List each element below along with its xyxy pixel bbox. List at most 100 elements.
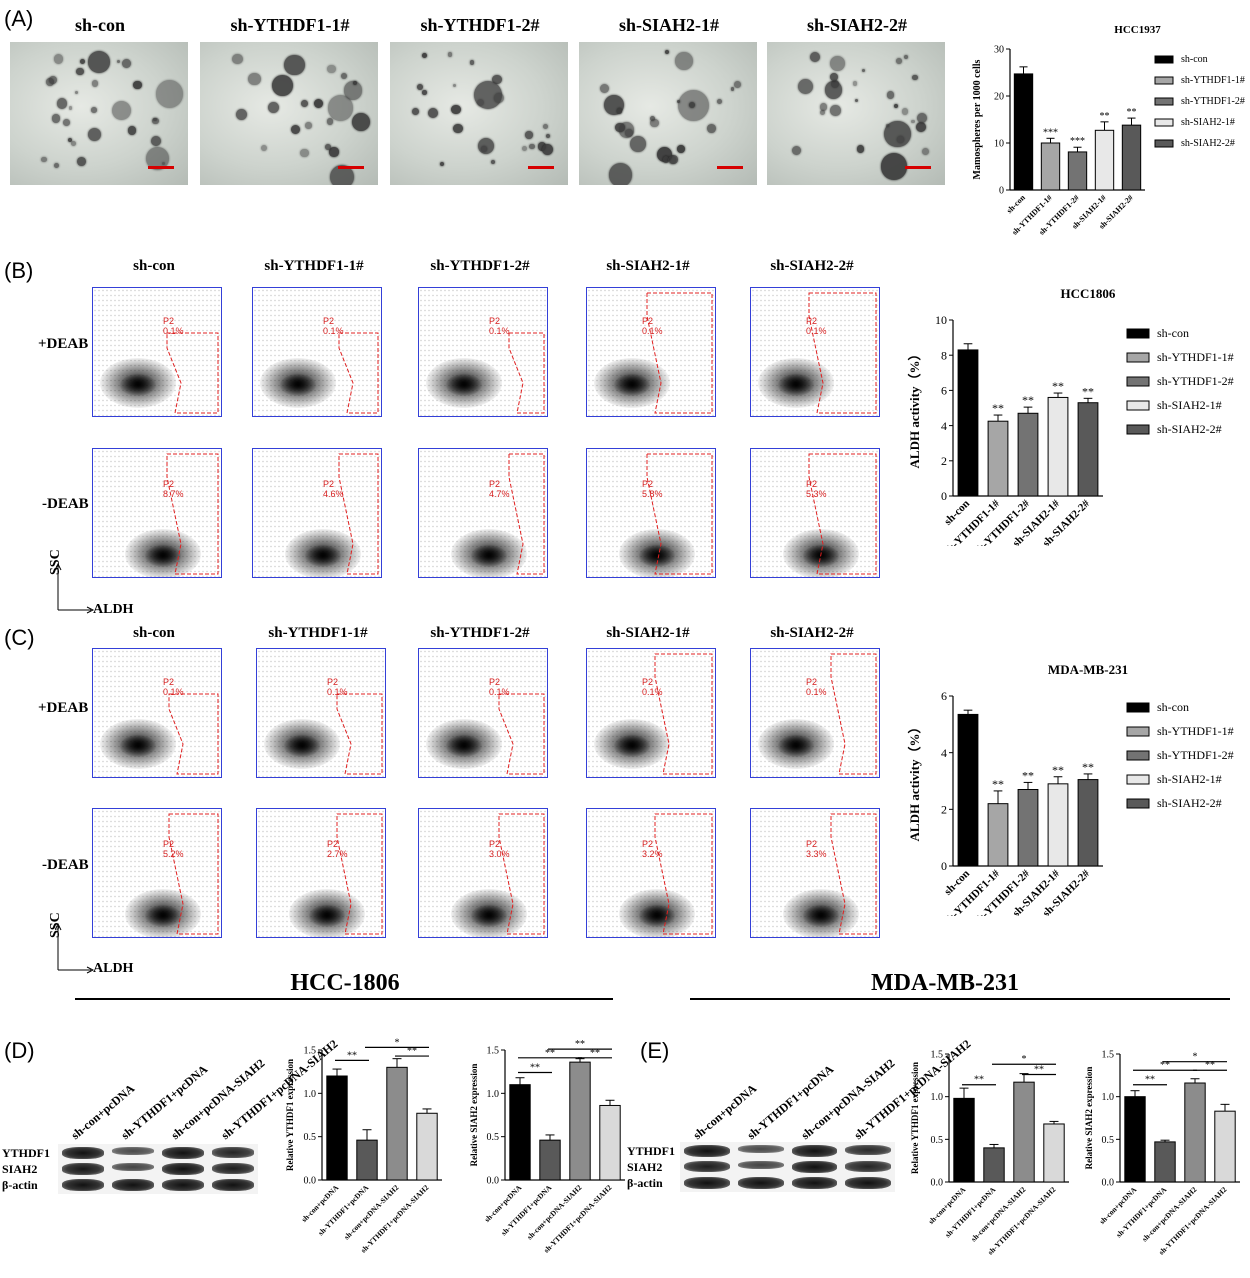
p2-gate	[336, 813, 383, 935]
event-core	[446, 374, 482, 396]
event-core	[778, 374, 814, 396]
blot-row-label: SIAH2	[2, 1162, 38, 1176]
gate-label: P2 0.1%	[806, 316, 827, 336]
sphere	[290, 124, 300, 134]
gate-percent: 0.1%	[327, 687, 348, 697]
y-tick-label: 1.5	[304, 1046, 317, 1057]
category-label: sh-con	[1005, 193, 1027, 215]
sphere	[677, 145, 685, 153]
scale-bar	[338, 166, 364, 169]
panel-b-letter: (B)	[4, 258, 34, 283]
gate-outline	[508, 453, 545, 575]
protein-band	[212, 1147, 254, 1158]
sphere	[529, 143, 536, 150]
p2-gate	[498, 813, 545, 935]
sphere	[856, 145, 865, 153]
chart-d-siah2: 0.0 0.5 1.0 1.5 Relative SIAH2 expression sh-…	[469, 1039, 625, 1255]
sphere	[630, 136, 646, 152]
flow-column-title: sh-SIAH2-1#	[606, 258, 690, 274]
p2-gate	[508, 453, 545, 575]
flow-column-title: sh-YTHDF1-2#	[430, 625, 530, 641]
flow-plot: P2 2.7%	[256, 808, 386, 938]
scale-bar	[528, 166, 554, 169]
legend-swatch	[1126, 774, 1150, 785]
sphere	[75, 91, 79, 95]
protein-band	[112, 1147, 154, 1155]
flow-plot: P2 0.1%	[586, 648, 716, 778]
bar	[1047, 783, 1069, 867]
sphere	[649, 115, 655, 121]
legend-swatch	[1126, 376, 1150, 387]
bracket-label: **	[974, 1075, 984, 1086]
significance-mark: ***	[1070, 136, 1085, 147]
legend-swatch	[1126, 352, 1150, 363]
gate-percent: 8.7%	[163, 489, 184, 499]
protein-band	[845, 1161, 891, 1172]
gate-percent: 0.1%	[323, 326, 344, 336]
sphere	[53, 54, 64, 64]
gate-label: P2 0.1%	[806, 677, 827, 697]
micrograph	[767, 42, 945, 185]
sphere	[52, 114, 61, 123]
legend-label: sh-YTHDF1-1#	[1157, 724, 1234, 738]
gate-percent: 0.1%	[642, 326, 663, 336]
image-title: sh-YTHDF1-1#	[230, 15, 350, 35]
gate-name: P2	[327, 677, 339, 687]
gate-label: P2 4.6%	[323, 479, 344, 499]
protein-band	[791, 1177, 838, 1189]
event-core	[803, 905, 839, 927]
y-tick-label: 6	[941, 384, 947, 398]
y-tick-label: 20	[994, 92, 1004, 103]
x-axis-aldh-c: ALDH	[93, 961, 134, 976]
significance-mark: **	[1052, 379, 1064, 393]
bracket-label: **	[530, 1063, 540, 1074]
gate-label: P2 0.1%	[642, 316, 663, 336]
flow-plot: P2 4.6%	[252, 448, 382, 578]
event-core	[614, 374, 650, 396]
bar	[1047, 396, 1069, 497]
gate-percent: 3.3%	[806, 849, 827, 859]
y-tick-label: 1.5	[931, 1050, 944, 1061]
p2-gate	[166, 332, 219, 414]
sphere	[422, 90, 427, 95]
micrograph	[390, 42, 568, 185]
flow-column-title: sh-YTHDF1-1#	[264, 258, 364, 274]
category-label: sh-con+pcDNA-SIAH2	[342, 1183, 400, 1241]
gate-name: P2	[806, 479, 818, 489]
bar	[1184, 1082, 1206, 1183]
blot-row-label: YTHDF1	[627, 1144, 675, 1158]
legend-label: sh-con	[1157, 326, 1189, 340]
gate-outline	[338, 453, 379, 575]
sphere	[155, 80, 184, 109]
y-tick-label: 0.0	[1102, 1178, 1115, 1189]
gate-name: P2	[642, 316, 654, 326]
sphere	[87, 128, 101, 142]
sphere	[862, 68, 866, 72]
event-core	[145, 545, 181, 567]
flow-plot: P2 0.1%	[750, 648, 880, 778]
sphere	[915, 121, 926, 132]
y-axis-label: Relative YTHDF1 expression	[285, 1059, 295, 1171]
sphere	[80, 58, 86, 64]
row-label-plus-deab-c: +DEAB	[38, 700, 89, 716]
gate-percent: 5.2%	[163, 849, 184, 859]
bar	[957, 713, 979, 867]
sphere	[675, 52, 693, 70]
bar	[569, 1061, 591, 1181]
gate-label: P2 4.7%	[489, 479, 510, 499]
row-label-plus-deab-b: +DEAB	[38, 336, 89, 352]
gate-percent: 0.1%	[489, 687, 510, 697]
protein-band	[845, 1145, 891, 1156]
significance-mark: **	[1127, 107, 1137, 118]
bracket-label: **	[347, 1050, 357, 1061]
sphere	[608, 163, 633, 185]
gate-outline	[646, 453, 713, 575]
p2-gate	[338, 332, 379, 414]
event-core	[614, 735, 650, 757]
sphere	[677, 99, 681, 103]
y-tick-label: 10	[994, 139, 1004, 150]
row-label-minus-deab-c: -DEAB	[42, 857, 89, 873]
y-axis-label: ALDH activity（%）	[907, 721, 922, 842]
sphere	[689, 102, 696, 109]
sphere	[615, 122, 625, 133]
